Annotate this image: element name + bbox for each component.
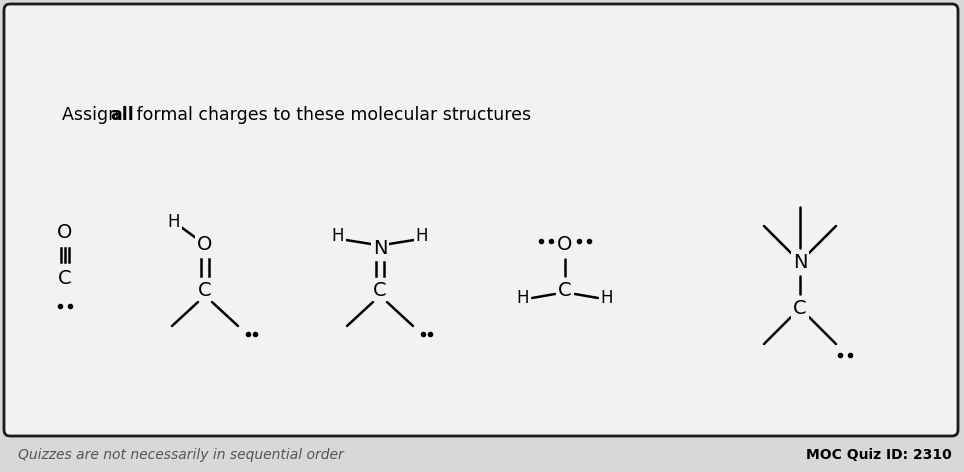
Text: N: N	[792, 253, 807, 271]
Text: all: all	[110, 106, 134, 124]
Text: C: C	[199, 280, 212, 300]
Text: O: O	[198, 236, 213, 254]
Text: H: H	[168, 213, 180, 231]
Text: H: H	[601, 289, 613, 307]
Text: C: C	[793, 298, 807, 318]
Text: O: O	[57, 222, 72, 242]
Text: O: O	[557, 236, 573, 254]
Text: MOC Quiz ID: 2310: MOC Quiz ID: 2310	[806, 448, 952, 462]
Text: Assign: Assign	[62, 106, 124, 124]
Text: C: C	[558, 280, 572, 300]
Text: C: C	[58, 269, 71, 287]
Text: Quizzes are not necessarily in sequential order: Quizzes are not necessarily in sequentia…	[18, 448, 344, 462]
Text: H: H	[332, 227, 344, 245]
Text: C: C	[373, 280, 387, 300]
Text: formal charges to these molecular structures: formal charges to these molecular struct…	[131, 106, 531, 124]
Text: H: H	[415, 227, 428, 245]
Text: H: H	[517, 289, 529, 307]
Text: N: N	[373, 238, 388, 258]
FancyBboxPatch shape	[4, 4, 958, 436]
